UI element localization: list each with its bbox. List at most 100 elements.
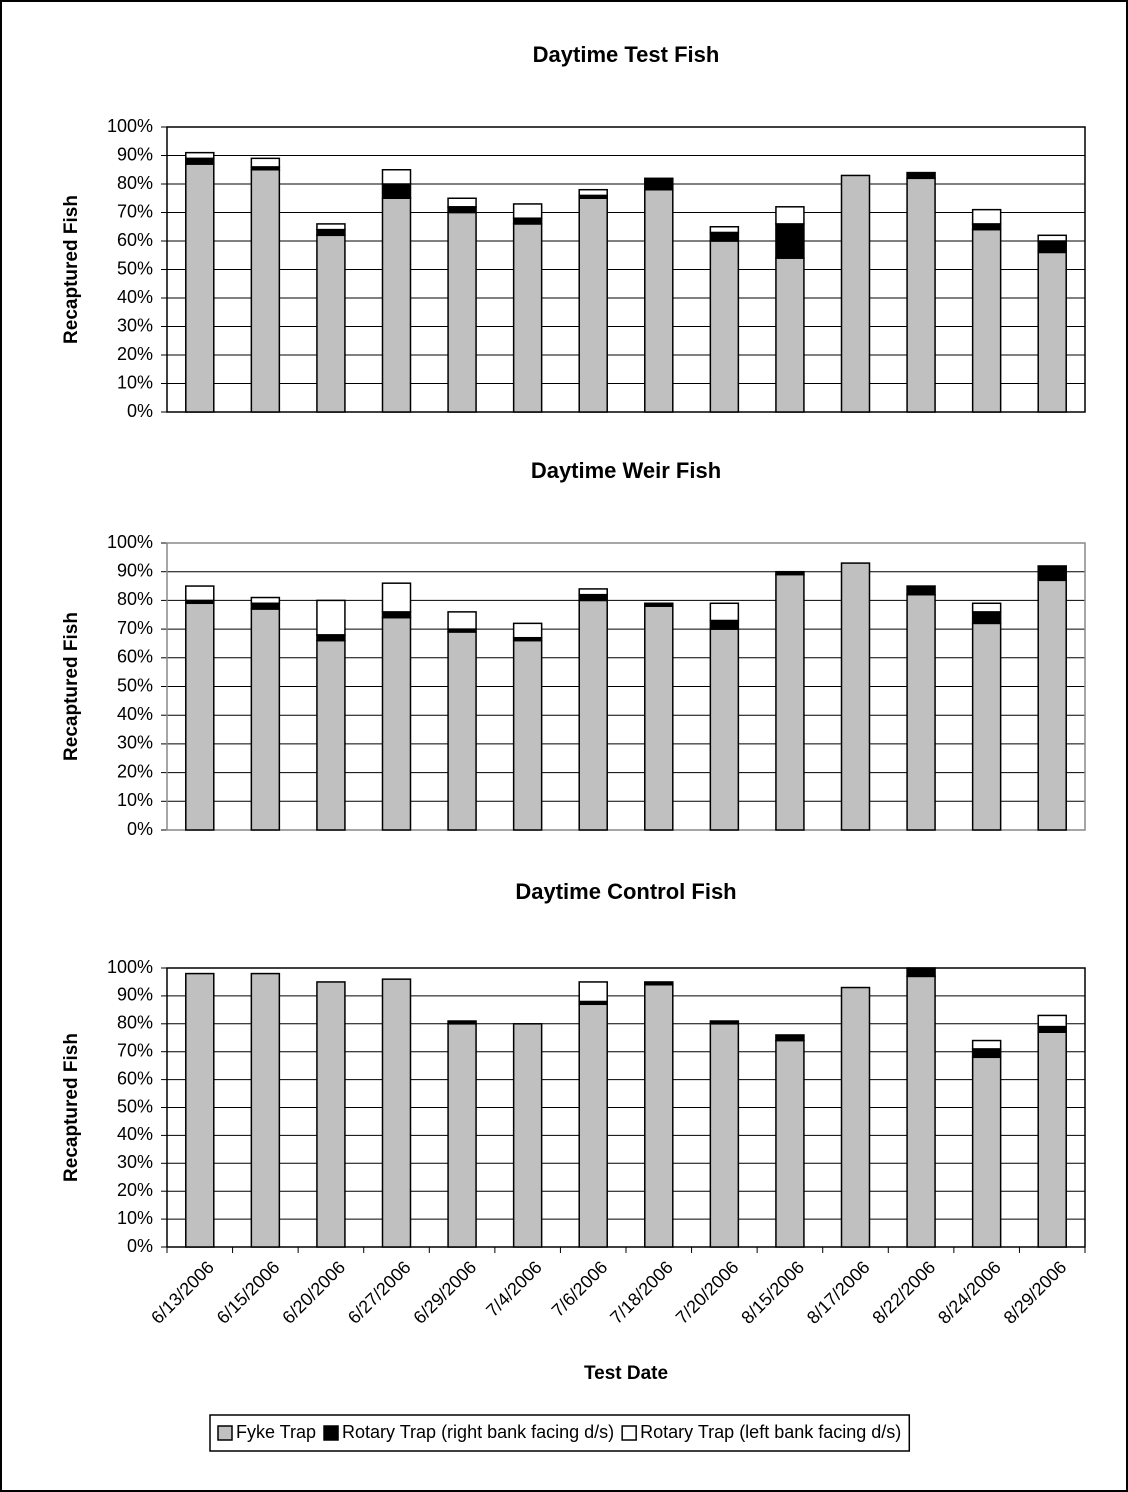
bar-segment — [906, 177, 936, 413]
bar-segment — [775, 257, 805, 413]
bar-segment — [906, 585, 936, 596]
bar-segment — [316, 981, 346, 1248]
bar-segment — [447, 206, 477, 214]
bar-segment — [578, 1003, 608, 1248]
legend-swatch — [621, 1425, 637, 1441]
bar-segment — [447, 1023, 477, 1248]
y-tick-label: 80% — [117, 173, 153, 193]
y-tick-label: 40% — [117, 704, 153, 724]
bar-segment — [775, 206, 805, 225]
bar-segment — [971, 602, 1002, 613]
bar-segment — [512, 203, 543, 219]
legend-label: Rotary Trap (left bank facing d/s) — [640, 1422, 901, 1442]
bar-segment — [512, 223, 543, 413]
bar-segment — [578, 588, 608, 596]
bar-segment — [709, 628, 740, 831]
y-tick-label: 90% — [117, 144, 153, 164]
bar-segment — [185, 972, 215, 1248]
bar-segment — [250, 169, 281, 413]
bar-segment — [316, 228, 346, 237]
x-axis-label: Test Date — [584, 1363, 668, 1384]
bar-segment — [644, 177, 674, 191]
y-tick-label: 70% — [117, 1040, 153, 1060]
bar-segment — [709, 1020, 740, 1025]
bar-segment — [447, 611, 477, 630]
bar-segment — [381, 978, 412, 1248]
chart-title: Daytime Test Fish — [533, 42, 720, 67]
y-tick-label: 60% — [117, 647, 153, 667]
bar-segment — [644, 605, 674, 831]
bar-segment — [381, 183, 412, 199]
bar-segment — [578, 593, 608, 602]
bar-segment — [512, 622, 543, 639]
bar-segment — [775, 223, 805, 259]
bar-segment — [840, 986, 871, 1248]
y-axis-label: Recaptured Fish — [61, 612, 82, 761]
y-tick-label: 50% — [117, 258, 153, 278]
bar-segment — [971, 1039, 1002, 1050]
bar-segment — [1037, 1014, 1067, 1028]
y-tick-label: 0% — [127, 1236, 153, 1256]
bar-segment — [1037, 565, 1067, 582]
bar-segment — [185, 585, 215, 602]
y-tick-label: 30% — [117, 315, 153, 335]
bar-segment — [250, 608, 281, 831]
bar-segment — [578, 197, 608, 413]
y-tick-label: 20% — [117, 344, 153, 364]
bar-segment — [185, 163, 215, 413]
bar-segment — [1037, 579, 1067, 831]
y-tick-label: 20% — [117, 761, 153, 781]
bar-segment — [971, 1048, 1002, 1059]
y-axis-label: Recaptured Fish — [61, 1033, 82, 1182]
bar-segment — [840, 562, 871, 831]
y-tick-label: 70% — [117, 618, 153, 638]
bar-segment — [1037, 240, 1067, 254]
bar-segment — [250, 602, 281, 610]
legend-label: Fyke Trap — [236, 1422, 316, 1442]
bar-segment — [709, 240, 740, 413]
y-tick-label: 10% — [117, 790, 153, 810]
bar-segment — [906, 593, 936, 831]
bar-segment — [644, 602, 674, 607]
y-tick-label: 40% — [117, 287, 153, 307]
bar-segment — [185, 157, 215, 165]
legend-swatch — [323, 1425, 339, 1441]
y-tick-label: 30% — [117, 733, 153, 753]
bar-segment — [381, 611, 412, 619]
bar-segment — [381, 197, 412, 413]
y-tick-label: 60% — [117, 1068, 153, 1088]
bar-segment — [316, 634, 346, 642]
bar-segment — [709, 1023, 740, 1248]
chart-title: Daytime Control Fish — [515, 879, 736, 904]
bar-segment — [644, 188, 674, 413]
y-tick-label: 100% — [107, 116, 153, 136]
bar-segment — [1037, 1031, 1067, 1248]
bar-segment — [316, 639, 346, 831]
bar-segment — [512, 217, 543, 225]
bar-segment — [578, 981, 608, 1003]
bar-segment — [775, 1034, 805, 1042]
bar-segment — [447, 211, 477, 413]
y-tick-label: 100% — [107, 532, 153, 552]
bar-segment — [316, 234, 346, 413]
y-axis-label: Recaptured Fish — [61, 195, 82, 344]
legend-swatch — [217, 1425, 233, 1441]
plot-border — [166, 542, 1086, 831]
bar-segment — [578, 599, 608, 831]
bar-segment — [840, 174, 871, 413]
bar-segment — [1037, 1025, 1067, 1033]
bar-segment — [381, 169, 412, 185]
bar-segment — [971, 622, 1002, 831]
bar-segment — [381, 582, 412, 613]
y-tick-label: 10% — [117, 372, 153, 392]
bar-segment — [971, 223, 1002, 231]
bar-segment — [250, 972, 281, 1248]
bar-segment — [512, 1023, 543, 1248]
bar-segment — [775, 1039, 805, 1248]
bar-segment — [447, 631, 477, 831]
bar-segment — [250, 596, 281, 605]
bar-segment — [1037, 234, 1067, 242]
plot-border — [166, 126, 1086, 413]
bar-segment — [709, 602, 740, 622]
